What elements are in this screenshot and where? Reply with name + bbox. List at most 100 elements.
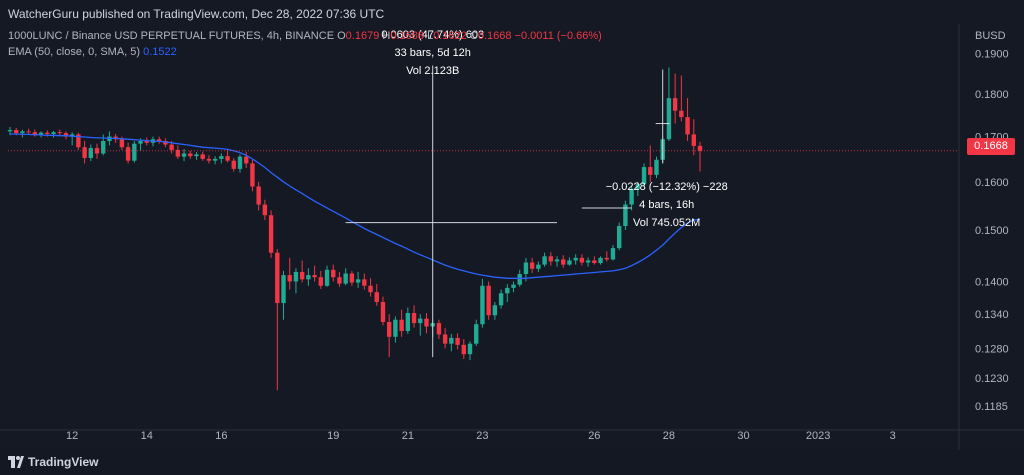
candle-body bbox=[306, 275, 311, 280]
tradingview-logo-icon[interactable] bbox=[8, 456, 24, 468]
candle-body bbox=[529, 262, 535, 269]
candle-body bbox=[672, 98, 678, 111]
candle-body bbox=[598, 257, 603, 264]
candle bbox=[256, 181, 261, 211]
candle-body bbox=[418, 318, 423, 324]
candle bbox=[349, 270, 355, 286]
candle bbox=[424, 313, 429, 334]
candle bbox=[405, 307, 411, 334]
candle bbox=[57, 129, 62, 136]
candle bbox=[679, 75, 684, 122]
candle-body bbox=[561, 259, 566, 265]
footer-bar bbox=[0, 450, 1024, 475]
candle bbox=[598, 256, 603, 265]
candle-body bbox=[641, 167, 647, 185]
symbol-title[interactable]: 1000LUNC / Binance USD PERPETUAL FUTURES… bbox=[8, 30, 335, 42]
ema-legend[interactable]: EMA (50, close, 0, SMA, 5) 0.1522 bbox=[8, 46, 177, 58]
candle bbox=[579, 254, 585, 266]
publish-info: WatcherGuru published on TradingView.com… bbox=[8, 7, 385, 21]
candle-body bbox=[585, 260, 591, 263]
x-tick-label: 30 bbox=[737, 430, 749, 442]
candle bbox=[132, 141, 137, 163]
candle-body bbox=[424, 318, 429, 327]
candle bbox=[648, 145, 653, 182]
candle-body bbox=[604, 257, 609, 260]
candle bbox=[585, 257, 591, 267]
candle-body bbox=[343, 273, 348, 284]
candle-body bbox=[76, 134, 81, 148]
candle-body bbox=[449, 337, 454, 344]
x-tick-label: 21 bbox=[402, 430, 414, 442]
candle bbox=[386, 314, 392, 358]
brand-name[interactable]: TradingView bbox=[28, 455, 99, 469]
x-tick-label: 12 bbox=[66, 430, 78, 442]
candle-body bbox=[567, 260, 572, 265]
candle bbox=[318, 270, 324, 289]
ohlc-open-label: O bbox=[337, 30, 346, 42]
candle bbox=[156, 136, 162, 144]
candle bbox=[293, 268, 299, 294]
candle-body bbox=[156, 139, 162, 142]
candle bbox=[393, 316, 398, 343]
candle-body bbox=[293, 271, 299, 282]
candle-body bbox=[436, 323, 442, 335]
candle-body bbox=[393, 319, 398, 337]
candle-body bbox=[498, 293, 504, 306]
candle bbox=[604, 251, 609, 262]
symbol-legend: 1000LUNC / Binance USD PERPETUAL FUTURES… bbox=[8, 30, 602, 42]
candle-body bbox=[287, 275, 292, 282]
candle-body bbox=[629, 188, 634, 205]
candle bbox=[567, 257, 572, 266]
candle-body bbox=[691, 134, 696, 146]
x-tick-label: 2023 bbox=[806, 430, 830, 442]
candle-body bbox=[523, 262, 529, 275]
candle-body bbox=[244, 156, 249, 164]
candle-body bbox=[144, 141, 149, 143]
measure-label: Vol 2.123B bbox=[406, 65, 459, 77]
candle-body bbox=[281, 275, 286, 304]
candle bbox=[312, 265, 317, 282]
candle bbox=[275, 249, 280, 391]
candle bbox=[343, 268, 348, 286]
ohlc-close: 0.1668 bbox=[477, 30, 512, 42]
candle bbox=[355, 271, 361, 288]
candle bbox=[641, 163, 647, 187]
candle bbox=[94, 143, 100, 159]
candle bbox=[511, 281, 516, 293]
candle bbox=[411, 305, 417, 328]
candle-body bbox=[331, 269, 336, 278]
candle-body bbox=[132, 143, 137, 161]
candle-body bbox=[38, 132, 44, 135]
candle-body bbox=[45, 132, 50, 134]
candle bbox=[691, 119, 696, 156]
candle-body bbox=[63, 133, 69, 137]
candle bbox=[237, 154, 243, 173]
candle-body bbox=[268, 215, 274, 253]
candle-body bbox=[318, 277, 324, 286]
y-tick-label: 0.1280 bbox=[975, 343, 1009, 355]
candle-body bbox=[7, 130, 13, 132]
y-tick-label: 0.1185 bbox=[975, 401, 1008, 413]
candle-body bbox=[405, 313, 411, 332]
candle bbox=[76, 132, 81, 150]
candle bbox=[225, 149, 230, 163]
candle-body bbox=[212, 158, 218, 161]
candle bbox=[125, 142, 131, 164]
candle-body bbox=[20, 131, 25, 134]
candle-body bbox=[380, 302, 386, 322]
candle-body bbox=[517, 274, 522, 285]
candle bbox=[306, 268, 311, 286]
candle bbox=[362, 273, 367, 290]
candle bbox=[629, 185, 634, 211]
candle-body bbox=[368, 285, 373, 293]
y-tick-label: 0.1800 bbox=[975, 89, 1009, 101]
candle-body bbox=[256, 186, 261, 205]
candle-body bbox=[399, 319, 404, 332]
x-tick-label: 23 bbox=[476, 430, 488, 442]
candle-body bbox=[505, 287, 510, 294]
candle bbox=[331, 264, 336, 282]
candle bbox=[188, 150, 193, 159]
candle bbox=[244, 151, 249, 168]
candle-body bbox=[492, 305, 498, 316]
